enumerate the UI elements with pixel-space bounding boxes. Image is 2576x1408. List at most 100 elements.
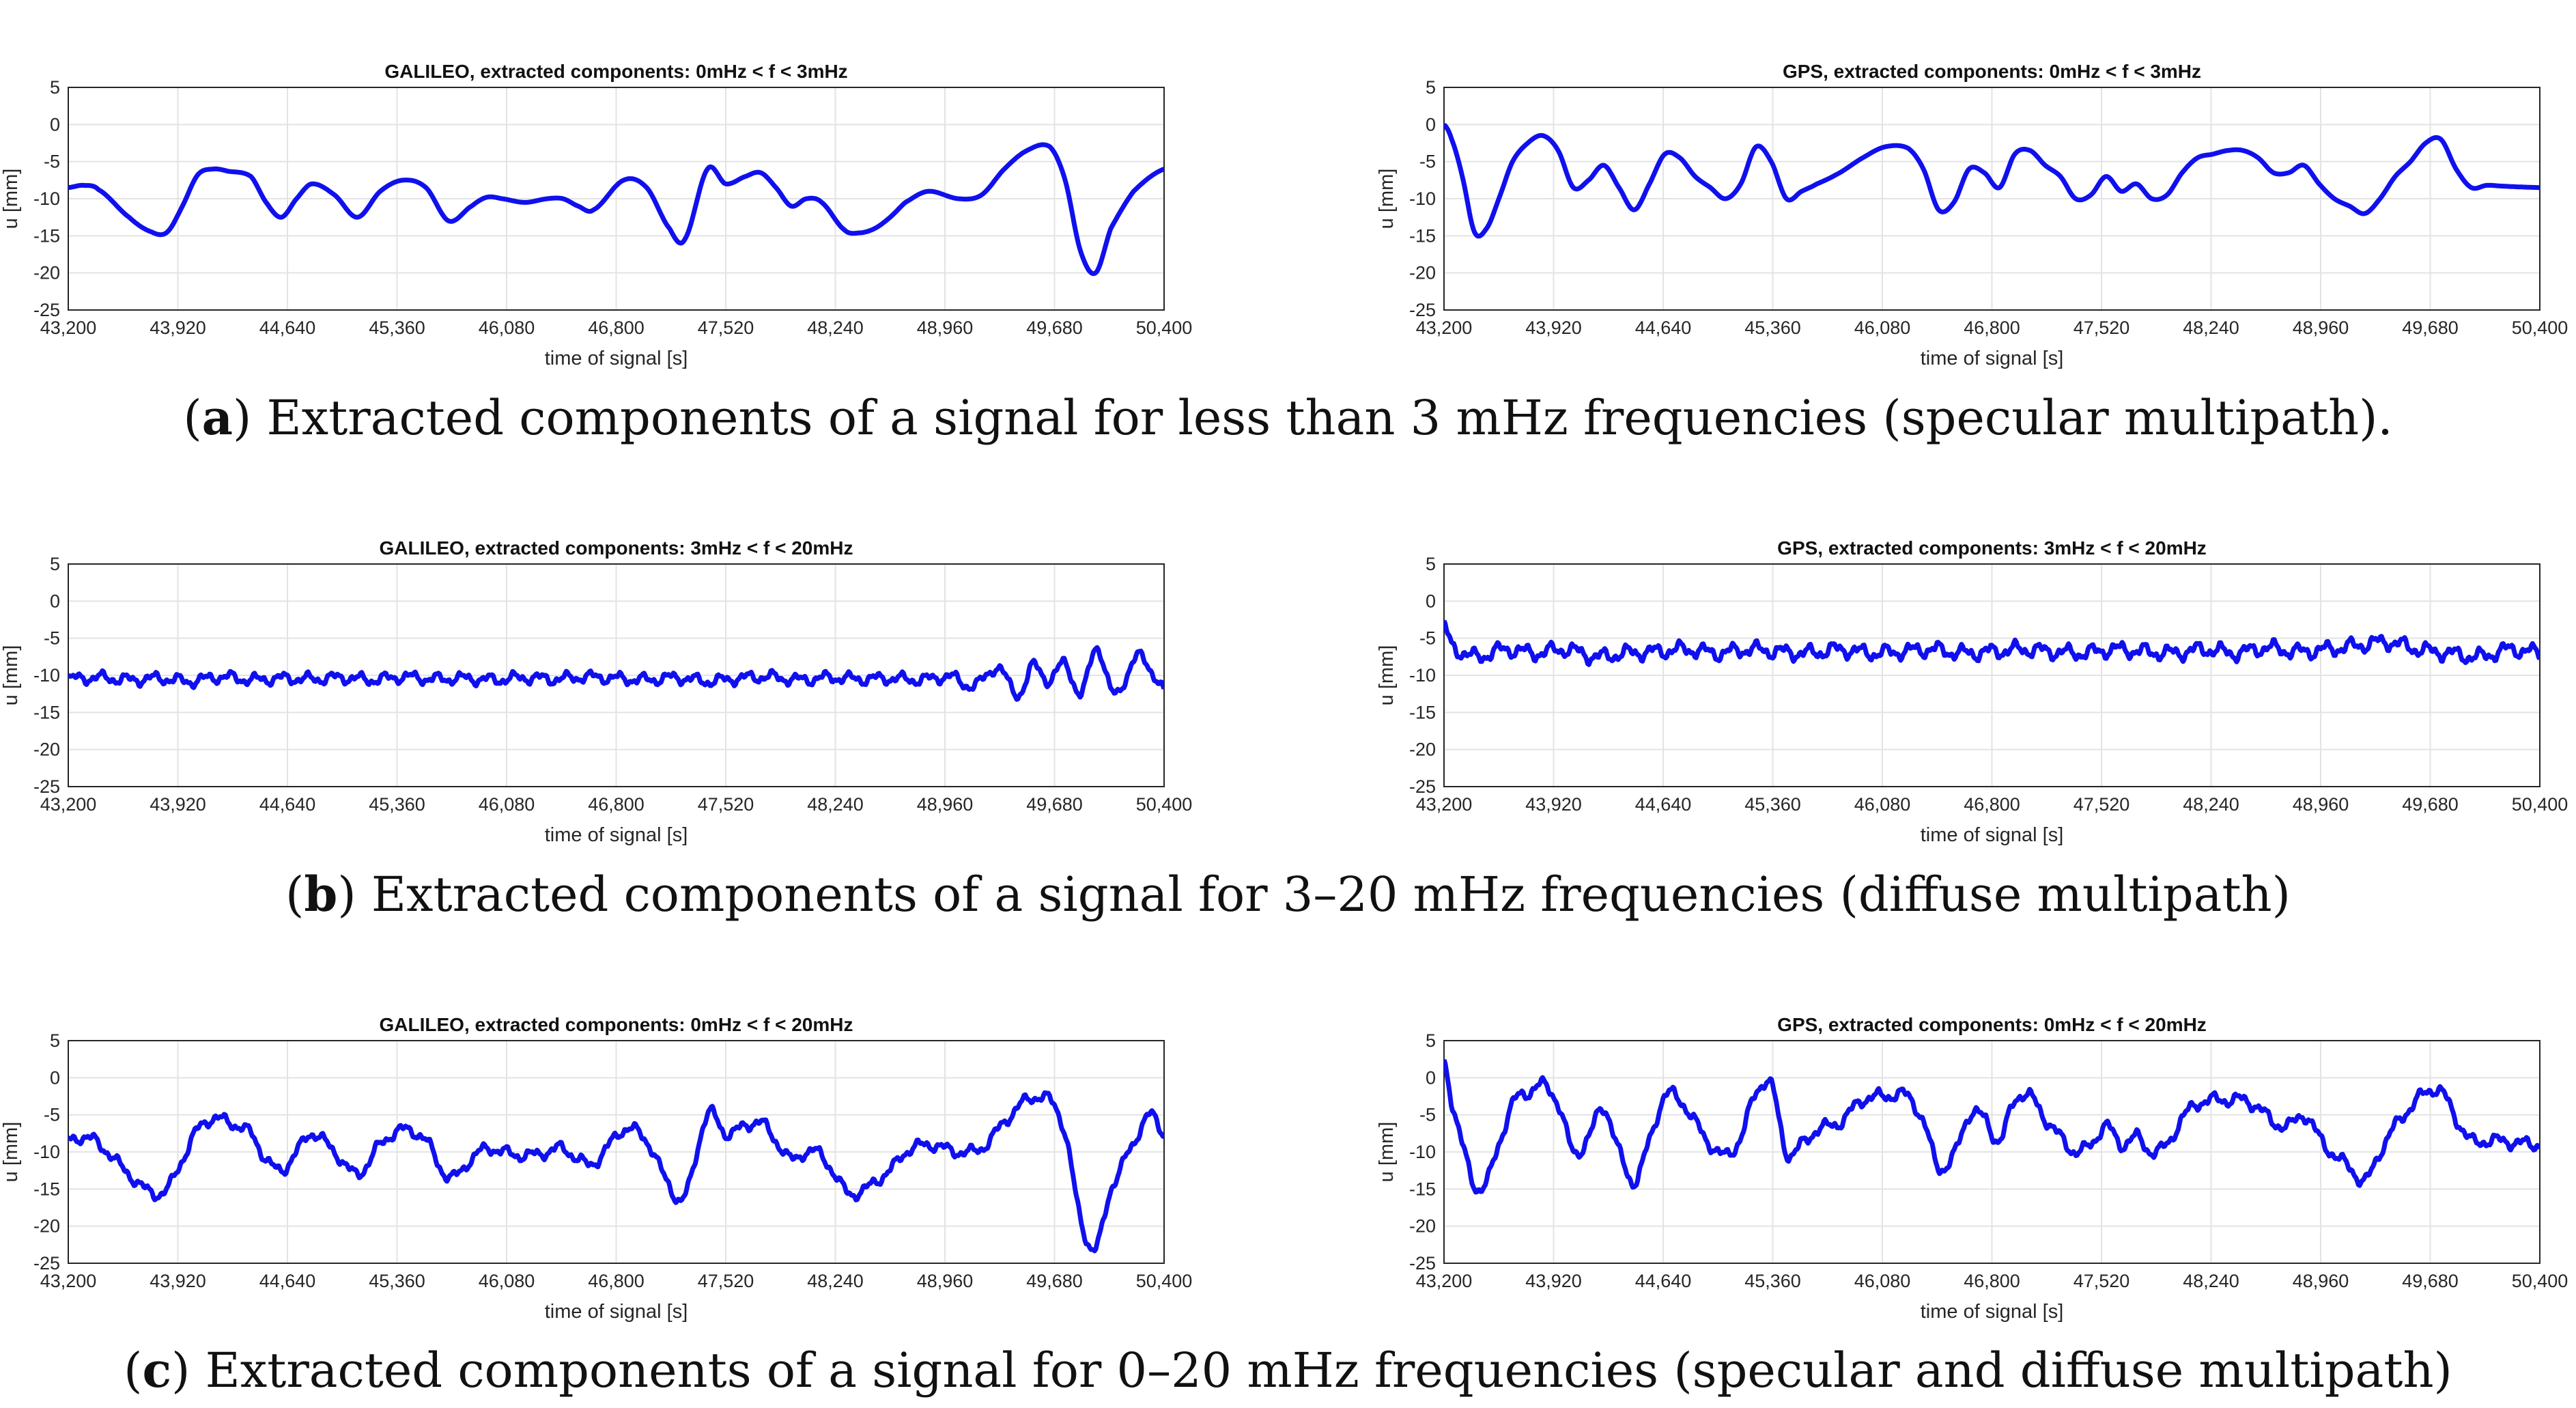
y-axis-label: u [mm] <box>1376 1122 1398 1183</box>
x-tick-label: 43,200 <box>40 318 97 338</box>
x-tick-label: 48,960 <box>917 1271 974 1291</box>
y-tick-label: -10 <box>1409 1142 1436 1162</box>
y-tick-label: -5 <box>1419 1105 1436 1125</box>
y-tick-label: -15 <box>1409 702 1436 722</box>
x-tick-label: 47,520 <box>698 794 754 815</box>
y-tick-label: -10 <box>33 1142 60 1162</box>
y-tick-label: 5 <box>50 77 60 98</box>
x-tick-label: 46,080 <box>1854 794 1911 815</box>
y-tick-label: -15 <box>1409 1179 1436 1199</box>
x-tick-label: 46,800 <box>1964 794 2020 815</box>
x-tick-label: 50,400 <box>1136 794 1193 815</box>
x-tick-label: 43,200 <box>40 794 97 815</box>
y-tick-label: -10 <box>1409 188 1436 209</box>
x-tick-label: 44,640 <box>1635 794 1692 815</box>
x-tick-label: 43,920 <box>1525 794 1582 815</box>
y-tick-label: -10 <box>1409 665 1436 686</box>
y-tick-label: 0 <box>50 591 60 611</box>
y-tick-label: -10 <box>33 665 60 686</box>
x-tick-label: 49,680 <box>2402 794 2459 815</box>
y-tick-label: 0 <box>50 1067 60 1088</box>
x-tick-label: 47,520 <box>698 1271 754 1291</box>
y-tick-label: 5 <box>1426 554 1436 574</box>
caption-c-text: ) Extracted components of a signal for 0… <box>171 1342 2452 1398</box>
x-tick-label: 50,400 <box>2512 1271 2568 1291</box>
x-tick-label: 46,080 <box>479 794 535 815</box>
caption-a: (a) Extracted components of a signal for… <box>0 389 2576 446</box>
chart-title: GPS, extracted components: 0mHz < f < 3m… <box>1783 61 2201 82</box>
x-axis-label: time of signal [s] <box>545 1301 688 1323</box>
x-tick-label: 48,960 <box>2293 318 2349 338</box>
x-tick-label: 47,520 <box>2073 794 2130 815</box>
chart-6: 43,200 43,920 44,640 45,360 46,080 46,800 47,5… <box>1376 1014 2568 1323</box>
x-tick-label: 43,200 <box>1416 318 1473 338</box>
x-tick-label: 43,200 <box>1416 794 1473 815</box>
y-tick-label: -5 <box>44 152 60 172</box>
caption-b-text: ) Extracted components of a signal for 3… <box>337 867 2291 923</box>
x-tick-label: 48,240 <box>807 318 864 338</box>
x-tick-label: 49,680 <box>1026 1271 1083 1291</box>
x-axis-label: time of signal [s] <box>545 824 688 846</box>
y-axis-label: u [mm] <box>0 645 22 706</box>
y-axis-label: u [mm] <box>0 169 22 229</box>
series-line <box>1444 1058 2540 1195</box>
chart-1: 43,200 43,920 44,640 45,360 46,080 46,800 47,5… <box>0 61 1192 369</box>
x-tick-label: 49,680 <box>1026 794 1083 815</box>
y-axis-label: u [mm] <box>1376 645 1398 706</box>
x-tick-label: 49,680 <box>1026 318 1083 338</box>
x-tick-label: 48,240 <box>2183 318 2239 338</box>
y-tick-label: -20 <box>1409 740 1436 760</box>
y-tick-label: -25 <box>1409 300 1436 320</box>
chart-title: GPS, extracted components: 3mHz < f < 20… <box>1777 537 2207 559</box>
x-tick-label: 46,800 <box>588 318 645 338</box>
x-tick-label: 50,400 <box>2512 794 2568 815</box>
y-tick-label: -20 <box>33 740 60 760</box>
y-tick-label: 5 <box>50 1030 60 1051</box>
y-tick-label: -25 <box>1409 776 1436 797</box>
y-tick-label: -20 <box>1409 1216 1436 1237</box>
caption-b: (b) Extracted components of a signal for… <box>0 866 2576 923</box>
y-tick-label: 0 <box>1426 591 1436 611</box>
y-axis-label: u [mm] <box>1376 169 1398 229</box>
y-tick-label: -15 <box>33 225 60 246</box>
x-tick-label: 47,520 <box>698 318 754 338</box>
chart-5: 43,200 43,920 44,640 45,360 46,080 46,800 47,5… <box>0 1014 1192 1323</box>
caption-c-letter: c <box>142 1342 172 1398</box>
y-tick-label: -20 <box>33 1216 60 1237</box>
x-axis-label: time of signal [s] <box>1921 1301 2064 1323</box>
chart-title: GALILEO, extracted components: 0mHz < f … <box>380 1014 853 1035</box>
x-tick-label: 49,680 <box>2402 318 2459 338</box>
axes-box <box>1443 563 2540 787</box>
y-tick-label: 0 <box>1426 114 1436 135</box>
chart-3: 43,200 43,920 44,640 45,360 46,080 46,800 47,5… <box>0 537 1192 846</box>
x-tick-label: 46,800 <box>1964 318 2020 338</box>
x-axis-label: time of signal [s] <box>1921 824 2064 846</box>
x-tick-label: 48,960 <box>917 318 974 338</box>
x-tick-label: 48,960 <box>917 794 974 815</box>
y-tick-label: -15 <box>1409 225 1436 246</box>
y-tick-label: -5 <box>44 628 60 649</box>
series-line <box>68 142 1164 277</box>
x-tick-label: 44,640 <box>1635 318 1692 338</box>
axes-box <box>68 1040 1165 1264</box>
x-tick-label: 48,960 <box>2293 1271 2349 1291</box>
x-tick-label: 44,640 <box>1635 1271 1692 1291</box>
y-tick-label: -20 <box>1409 263 1436 283</box>
x-tick-label: 45,360 <box>369 794 425 815</box>
x-tick-label: 47,520 <box>2073 1271 2130 1291</box>
y-tick-label: -15 <box>33 702 60 722</box>
x-axis-label: time of signal [s] <box>1921 348 2064 369</box>
y-tick-label: 0 <box>50 114 60 135</box>
y-tick-label: 5 <box>1426 1030 1436 1051</box>
series-line <box>1444 122 2540 239</box>
x-tick-label: 49,680 <box>2402 1271 2459 1291</box>
y-tick-label: -25 <box>33 1253 60 1273</box>
axes-box <box>1443 87 2540 311</box>
chart-4: 43,200 43,920 44,640 45,360 46,080 46,800 47,5… <box>1376 537 2568 846</box>
chart-title: GALILEO, extracted components: 3mHz < f … <box>380 537 853 559</box>
x-tick-label: 48,240 <box>2183 794 2239 815</box>
axes-box <box>1443 1040 2540 1264</box>
x-tick-label: 44,640 <box>259 794 316 815</box>
x-tick-label: 43,920 <box>150 318 206 338</box>
